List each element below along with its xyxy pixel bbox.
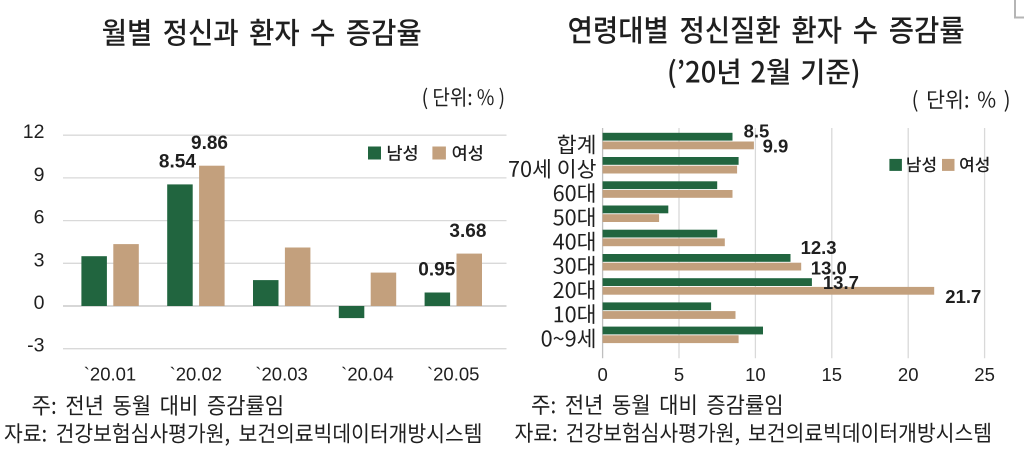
svg-text:25: 25 [974, 364, 995, 385]
svg-text:`20.04: `20.04 [341, 364, 393, 385]
svg-text:9: 9 [34, 164, 45, 186]
svg-text:8.54: 8.54 [159, 152, 196, 173]
svg-text:0.95: 0.95 [418, 260, 455, 281]
svg-text:9.9: 9.9 [763, 136, 789, 157]
svg-text:20: 20 [898, 364, 919, 385]
svg-text:`20.05: `20.05 [427, 364, 479, 385]
svg-text:0: 0 [34, 292, 45, 314]
svg-text:`20.02: `20.02 [170, 364, 222, 385]
svg-text:3: 3 [34, 249, 45, 271]
svg-text:21.7: 21.7 [945, 286, 981, 307]
svg-text:3.68: 3.68 [449, 221, 486, 242]
svg-text:0: 0 [597, 364, 607, 385]
svg-text:10: 10 [745, 364, 766, 385]
svg-text:`20.01: `20.01 [84, 364, 136, 385]
svg-text:8.5: 8.5 [744, 121, 770, 142]
svg-text:-3: -3 [27, 335, 44, 357]
svg-text:13.0: 13.0 [811, 258, 847, 279]
svg-text:9.86: 9.86 [191, 133, 228, 154]
svg-text:6: 6 [34, 207, 45, 229]
svg-text:12: 12 [23, 121, 45, 143]
svg-text:15: 15 [822, 364, 843, 385]
svg-text:`20.03: `20.03 [255, 364, 307, 385]
svg-text:13.7: 13.7 [823, 272, 859, 293]
svg-text:12.3: 12.3 [801, 237, 837, 258]
svg-text:5: 5 [674, 364, 684, 385]
